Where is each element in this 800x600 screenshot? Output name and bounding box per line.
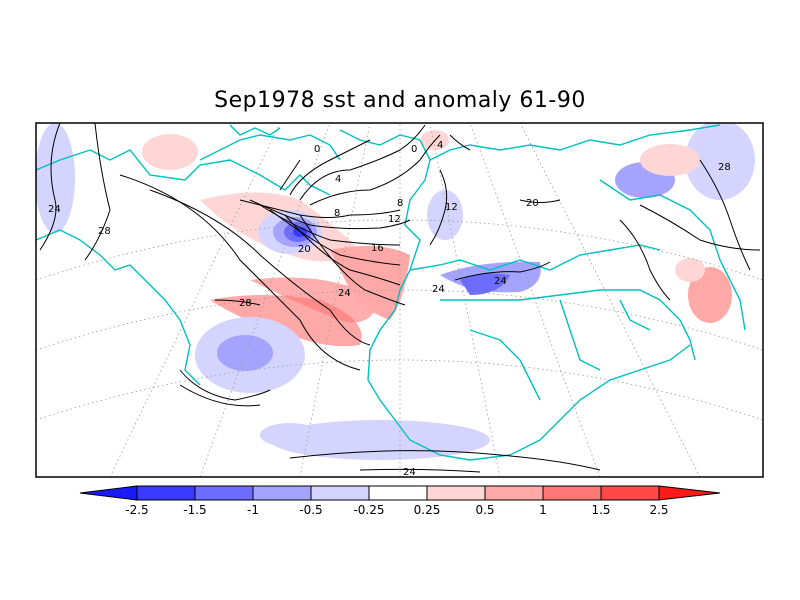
contour-label: 16 xyxy=(371,243,384,254)
contour-label: 24 xyxy=(432,284,445,295)
contour-label: 20 xyxy=(526,198,539,209)
colorbar-tick-label: 2.5 xyxy=(649,503,668,517)
contour-label: 28 xyxy=(718,162,731,173)
colorbar-tick-label: -0.5 xyxy=(299,503,322,517)
contour-label: 0 xyxy=(314,144,320,155)
contour-label: 24 xyxy=(403,467,416,478)
colorbar: -2.5 -1.5 -1 -0.5 -0.25 0.25 0.5 1 1.5 2… xyxy=(79,485,721,517)
contour-label: 28 xyxy=(239,298,252,309)
contour-label: 12 xyxy=(388,214,401,225)
colorbar-tick-label: -1.5 xyxy=(183,503,206,517)
contour-label: 12 xyxy=(445,202,458,213)
colorbar-bin xyxy=(542,485,602,501)
colorbar-bin xyxy=(194,485,254,501)
colorbar-tick-label: -2.5 xyxy=(125,503,148,517)
colorbar-tick-label: 0.25 xyxy=(414,503,441,517)
map-title: Sep1978 sst and anomaly 61-90 xyxy=(214,88,586,113)
contour-label: 4 xyxy=(335,174,341,185)
colorbar-tick-label: -0.25 xyxy=(353,503,384,517)
contour-label: 24 xyxy=(48,204,61,215)
sst-contours xyxy=(39,123,761,473)
colorbar-bin xyxy=(252,485,312,501)
colorbar-tick-label: 0.5 xyxy=(475,503,494,517)
colorbar-tick-label: 1 xyxy=(539,503,547,517)
contour-label: 8 xyxy=(334,208,340,219)
contour-label: 8 xyxy=(397,198,403,209)
contour-label: 28 xyxy=(98,226,111,237)
colorbar-bin xyxy=(368,485,428,501)
contour-labels: 24 28 28 24 20 16 12 8 4 0 4 8 12 20 24 … xyxy=(48,140,731,478)
contour-label: 20 xyxy=(298,244,311,255)
contour-label: 0 xyxy=(411,144,417,155)
contour-label: 4 xyxy=(437,140,443,151)
colorbar-tick-label: -1 xyxy=(247,503,259,517)
colorbar-bin xyxy=(600,485,660,501)
colorbar-bin xyxy=(484,485,544,501)
colorbar-bin xyxy=(310,485,370,501)
map-area: 24 28 28 24 20 16 12 8 4 0 4 8 12 20 24 … xyxy=(36,123,763,478)
colorbar-bin xyxy=(426,485,486,501)
contour-label: 24 xyxy=(494,276,507,287)
colorbar-bin xyxy=(136,485,196,501)
contour-label: 24 xyxy=(338,288,351,299)
colorbar-tick-label: 1.5 xyxy=(591,503,610,517)
colorbar-left-arrow xyxy=(79,485,138,501)
map-frame xyxy=(35,122,764,478)
colorbar-right-arrow xyxy=(658,485,721,501)
coastlines xyxy=(36,124,746,461)
